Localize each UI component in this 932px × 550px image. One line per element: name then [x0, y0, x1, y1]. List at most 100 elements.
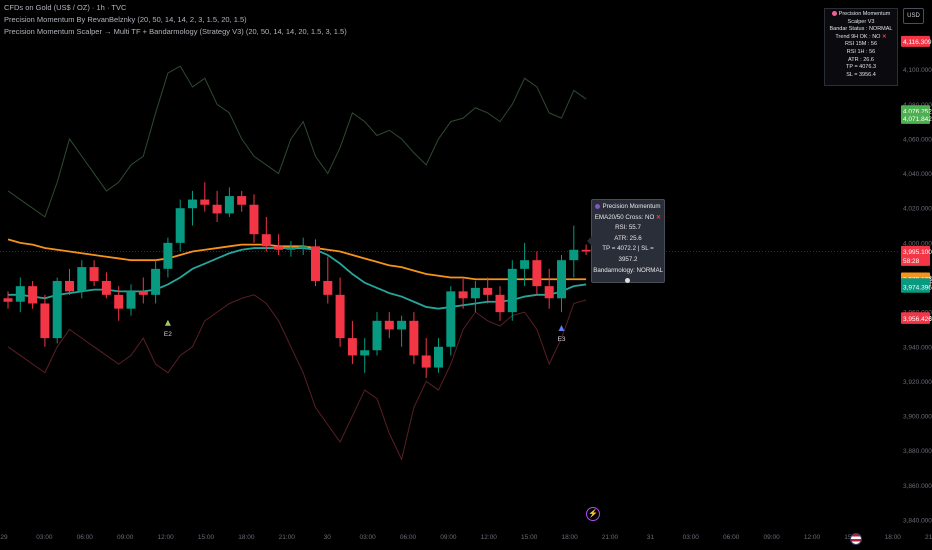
candle-body [372, 320, 382, 351]
candle [151, 260, 161, 304]
candle-body [397, 320, 407, 330]
time-tick-label: 18:00 [561, 534, 578, 541]
price-badge-bg [901, 312, 930, 324]
price-tick-label: 4,100.000 [903, 67, 932, 74]
price-badge-bg [901, 245, 930, 266]
time-tick-label: 15:00 [198, 534, 215, 541]
candle [446, 286, 456, 356]
time-tick-label: 06:00 [400, 534, 417, 541]
candle-body [224, 196, 234, 214]
candle [347, 320, 357, 365]
us-flag-event-icon[interactable] [850, 533, 862, 545]
chart-legend[interactable]: CFDs on Gold (US$ / OZ) · 1h · TVC Preci… [4, 2, 347, 38]
time-tick-label: 31 [647, 534, 655, 541]
candle-body [544, 286, 554, 299]
trend-status: Trend 9H OK : NO ✕ [835, 33, 887, 40]
candle [286, 241, 296, 257]
candle [311, 239, 320, 287]
time-axis: 29 03:00 06:00 09:00 12:00 15:00 18:00 21:00 30 0… [0, 534, 932, 541]
candle-body [40, 303, 50, 339]
tooltip-tp-sl: TP = 4072.2 | SL = 3957.2 [602, 245, 654, 263]
candle-body [274, 246, 284, 250]
price-badge-label: 4,076.252 [903, 108, 932, 115]
upper-band-line [7, 65, 587, 218]
tooltip-atr: ATR: 25.6 [614, 234, 642, 242]
candle-body [237, 196, 247, 205]
candle [101, 272, 111, 299]
price-badge: 4,071.842 [901, 112, 932, 124]
time-tick-label: 29 [0, 534, 8, 541]
candle [200, 182, 210, 212]
candle [544, 268, 554, 309]
candle [557, 254, 566, 313]
price-badge-label: 4,071.842 [903, 116, 932, 123]
symbol-title[interactable]: CFDs on Gold (US$ / OZ) · 1h · TVC [4, 3, 127, 12]
candle [581, 244, 591, 255]
candle-body [483, 287, 493, 295]
candle [40, 294, 50, 347]
candle [65, 268, 74, 295]
candle [89, 260, 99, 287]
candle-body [65, 280, 74, 292]
price-axis: 4,100.0004,080.0004,060.0004,040.0004,02… [898, 0, 932, 550]
lightning-event-icon[interactable]: ⚡ [586, 507, 600, 521]
candle-body [507, 268, 517, 313]
ema50-line [7, 238, 587, 281]
candle [409, 312, 419, 365]
candle [397, 315, 407, 347]
time-tick-label: 03:00 [683, 534, 700, 541]
bandar-status: Bandar Status : NORMAL [829, 26, 893, 33]
buy-signal-arrow-icon [164, 319, 171, 326]
candle [384, 312, 394, 339]
candle [470, 280, 480, 313]
indicator-legend-1[interactable]: Precision Momentum By RevanBelznky (20, … [4, 15, 247, 24]
tp-value: TP = 4076.3 [845, 64, 877, 71]
price-badge-bg [901, 281, 930, 293]
candle [360, 338, 370, 373]
candle [335, 277, 345, 347]
candle-body [188, 199, 197, 209]
time-tick-label: 21:00 [602, 534, 619, 541]
time-tick-label: 09:00 [763, 534, 780, 541]
time-tick-label: 09:00 [117, 534, 134, 541]
candle-body [261, 234, 271, 247]
candle-body [151, 268, 161, 295]
candle-body [323, 280, 333, 295]
signal-label: E3 [558, 336, 566, 343]
candle [114, 286, 124, 321]
candle [434, 338, 443, 373]
currency-button[interactable]: USD [903, 8, 924, 24]
candle-body [557, 260, 566, 299]
countdown-label: 58:28 [903, 258, 920, 265]
time-tick-label: 03:00 [359, 534, 376, 541]
candle [483, 277, 493, 304]
candle-body [212, 204, 222, 214]
candle [421, 338, 431, 378]
candle-body [200, 199, 210, 205]
time-tick-label: 12:00 [157, 534, 174, 541]
candle [163, 237, 173, 278]
price-tick-label: 3,920.000 [903, 379, 932, 386]
time-tick-label: 06:00 [77, 534, 94, 541]
candle-body [360, 350, 370, 356]
tooltip-bandar: Bandarmology: NORMAL [592, 266, 664, 287]
candle-body [347, 338, 357, 356]
status-dot-icon [624, 278, 630, 284]
candle-body [114, 294, 124, 309]
rsi-1h: RSI 1H : 56 [846, 48, 876, 55]
candle-body [77, 267, 87, 292]
candle [507, 260, 517, 321]
candle-body [384, 320, 394, 330]
rsi-15m: RSI 15M : 56 [844, 41, 878, 48]
price-badge: 3,995.100 58:28 [901, 245, 932, 266]
time-tick-label: 21:00 [925, 534, 932, 541]
candle-body [520, 260, 530, 269]
info-panel-title: Precision Momentum Scalper V3 [825, 11, 897, 26]
price-badge-label: 4,116.309 [903, 39, 932, 46]
candle-body [15, 286, 25, 302]
indicator-legend-2[interactable]: Precision Momentum Scalper → Multi TF + … [4, 27, 347, 36]
candle-body [409, 320, 419, 356]
signal-label: E2 [164, 331, 172, 338]
candle-body [446, 291, 456, 347]
